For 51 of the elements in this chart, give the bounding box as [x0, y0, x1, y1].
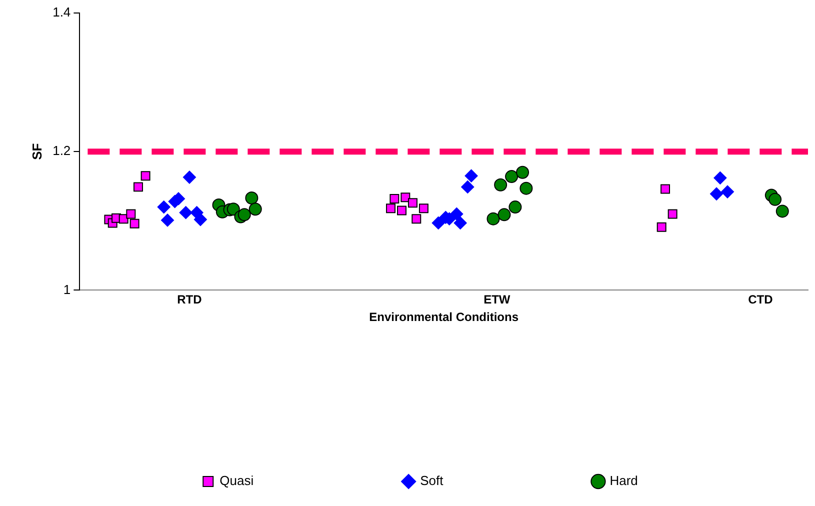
point: [418, 204, 428, 214]
point: [408, 198, 418, 208]
point: [157, 200, 170, 214]
point: [161, 214, 174, 227]
x-axis-title: Environmental Conditions: [369, 310, 519, 324]
y-tick-label: 1.4: [52, 4, 71, 20]
point: [714, 171, 727, 184]
point: [126, 209, 136, 219]
x-tick-label: RTD: [177, 292, 202, 307]
point: [238, 208, 251, 222]
point: [412, 214, 422, 224]
point: [660, 184, 670, 194]
point: [656, 222, 666, 232]
point: [130, 218, 140, 228]
point: [498, 208, 511, 222]
y-axis-title: SF: [29, 143, 44, 160]
point: [516, 166, 530, 179]
point: [179, 206, 192, 220]
point: [461, 180, 474, 194]
point: [720, 185, 734, 198]
point: [390, 194, 400, 204]
point: [508, 200, 522, 214]
point: [194, 213, 207, 226]
point: [400, 192, 410, 202]
point: [140, 171, 150, 181]
point: [450, 207, 464, 220]
legend-label: Soft: [420, 473, 444, 488]
point: [520, 182, 533, 195]
point: [454, 216, 467, 230]
legend-label: Quasi: [220, 473, 254, 488]
legend-label: Hard: [610, 473, 638, 488]
point: [248, 202, 262, 216]
point: [386, 204, 396, 214]
point: [494, 178, 508, 192]
y-tick-label: 1.2: [52, 143, 71, 158]
point: [668, 209, 678, 219]
point: [226, 202, 240, 216]
point: [710, 187, 723, 200]
x-tick-label: ETW: [484, 292, 511, 307]
point: [133, 182, 143, 192]
point: [464, 169, 478, 182]
point: [776, 204, 789, 218]
y-tick-label: 1: [63, 282, 71, 297]
x-tick-label: CTD: [748, 292, 774, 307]
point: [486, 212, 500, 226]
point: [505, 170, 518, 184]
point: [397, 206, 406, 216]
point: [182, 170, 196, 184]
point: [432, 216, 445, 230]
point: [768, 192, 782, 206]
point: [245, 192, 258, 205]
